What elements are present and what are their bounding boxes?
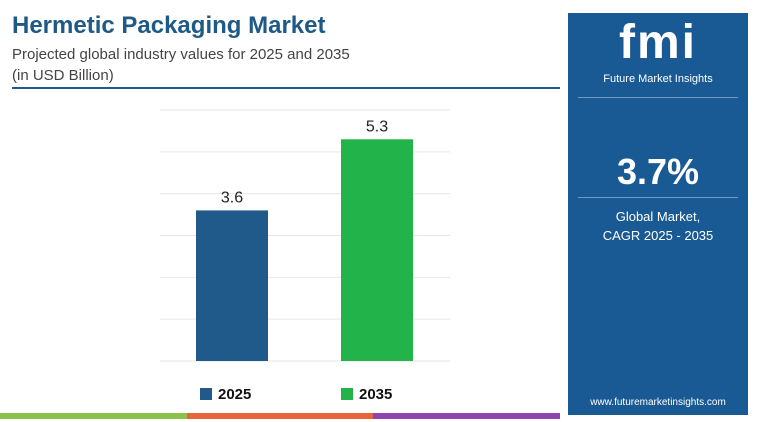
bottom-color-bar (0, 413, 561, 419)
title-divider (12, 87, 560, 89)
bottom-bar-segment-2 (186, 413, 374, 419)
cagr-value: 3.7% (616, 151, 700, 192)
chart-subtitle: Projected global industry values for 202… (12, 44, 350, 86)
chart-title: Hermetic Packaging Market (12, 12, 326, 39)
legend-item-2035: 2035 (341, 384, 392, 404)
logo-subtitle: Future Market Insights (603, 73, 713, 85)
bar-2025 (196, 210, 268, 361)
fmi-logo: fmi Future Market Insights (568, 13, 748, 93)
data-label-2035: 5.3 (366, 118, 388, 135)
bar-chart: 3.6 5.3 (160, 109, 450, 362)
bar-2035 (341, 139, 413, 361)
panel-divider-middle (578, 197, 738, 198)
legend-swatch-2025 (200, 388, 212, 400)
website-url: www.futuremarketinsights.com (590, 397, 726, 408)
legend-item-2025: 2025 (200, 384, 251, 404)
legend-swatch-2035 (341, 388, 353, 400)
subtitle-line-1: Projected global industry values for 202… (12, 46, 350, 63)
legend-label-2025: 2025 (218, 385, 252, 403)
bottom-bar-segment-1 (0, 413, 187, 419)
legend-label-2035: 2035 (359, 385, 393, 403)
cagr-label: Global Market, CAGR 2025 - 2035 (568, 207, 748, 245)
bottom-bar-segment-3 (373, 413, 561, 419)
data-label-2025: 3.6 (221, 189, 243, 206)
panel-divider-top (578, 97, 738, 98)
info-panel: fmi Future Market Insights 3.7% Global M… (568, 13, 748, 415)
logo-text: fmi (619, 16, 697, 69)
cagr-label-line-1: Global Market, (615, 209, 701, 224)
cagr-label-line-2: CAGR 2025 - 2035 (602, 228, 714, 243)
subtitle-line-2: (in USD Billion) (12, 67, 114, 84)
